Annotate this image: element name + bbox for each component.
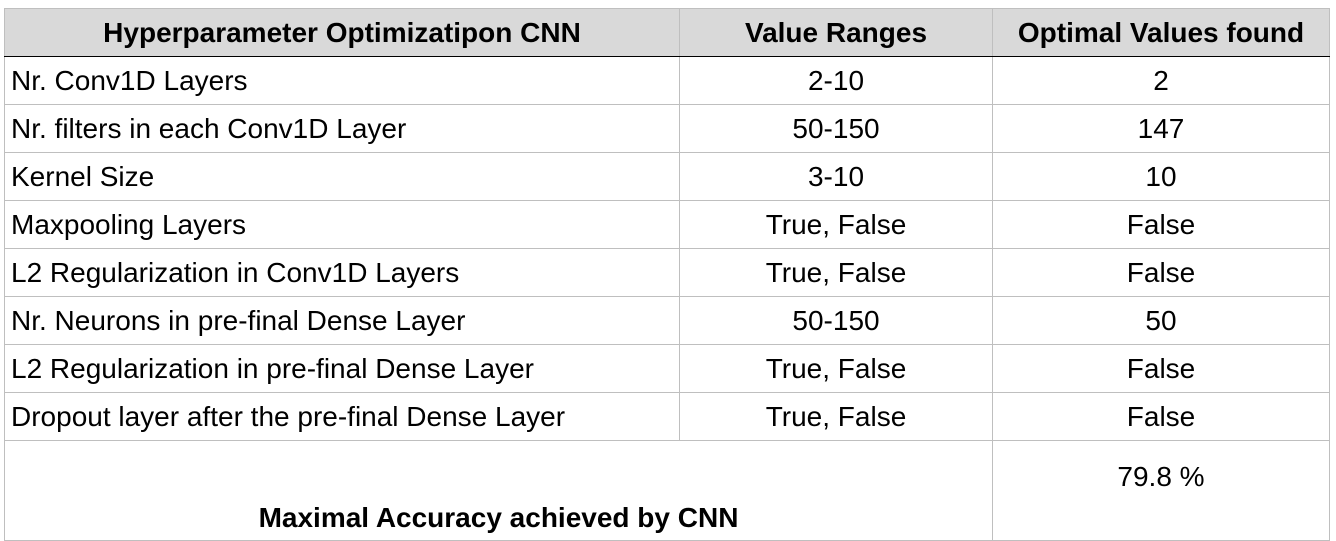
table-row: Maxpooling Layers True, False False: [4, 200, 1330, 249]
max-accuracy-label: Maximal Accuracy achieved by CNN: [4, 440, 993, 541]
param-optimal: False: [992, 392, 1330, 441]
param-name: L2 Regularization in pre-final Dense Lay…: [4, 344, 680, 393]
param-range: True, False: [679, 248, 993, 297]
param-optimal: 2: [992, 56, 1330, 105]
param-optimal: 147: [992, 104, 1330, 153]
param-optimal: 50: [992, 296, 1330, 345]
table-row: Nr. Conv1D Layers 2-10 2: [4, 56, 1330, 105]
param-name: Kernel Size: [4, 152, 680, 201]
param-optimal: False: [992, 248, 1330, 297]
param-name: Nr. filters in each Conv1D Layer: [4, 104, 680, 153]
param-name: Nr. Conv1D Layers: [4, 56, 680, 105]
header-value-ranges: Value Ranges: [679, 8, 993, 57]
table-row: Kernel Size 3-10 10: [4, 152, 1330, 201]
param-name: Dropout layer after the pre-final Dense …: [4, 392, 680, 441]
table-row: Nr. Neurons in pre-final Dense Layer 50-…: [4, 296, 1330, 345]
param-optimal: 10: [992, 152, 1330, 201]
param-range: True, False: [679, 200, 993, 249]
max-accuracy-value: 79.8 %: [992, 440, 1330, 541]
summary-row: Maximal Accuracy achieved by CNN 79.8 %: [4, 440, 1330, 541]
table-row: L2 Regularization in pre-final Dense Lay…: [4, 344, 1330, 393]
hyperparameter-table: Hyperparameter Optimizatipon CNN Value R…: [4, 8, 1330, 541]
header-hyperparameter: Hyperparameter Optimizatipon CNN: [4, 8, 680, 57]
param-name: Nr. Neurons in pre-final Dense Layer: [4, 296, 680, 345]
table-row: Dropout layer after the pre-final Dense …: [4, 392, 1330, 441]
param-range: 2-10: [679, 56, 993, 105]
param-name: Maxpooling Layers: [4, 200, 680, 249]
table-row: L2 Regularization in Conv1D Layers True,…: [4, 248, 1330, 297]
param-range: True, False: [679, 392, 993, 441]
header-row: Hyperparameter Optimizatipon CNN Value R…: [4, 8, 1330, 57]
param-range: True, False: [679, 344, 993, 393]
table-row: Nr. filters in each Conv1D Layer 50-150 …: [4, 104, 1330, 153]
header-optimal-values: Optimal Values found: [992, 8, 1330, 57]
param-range: 3-10: [679, 152, 993, 201]
param-optimal: False: [992, 344, 1330, 393]
param-name: L2 Regularization in Conv1D Layers: [4, 248, 680, 297]
param-range: 50-150: [679, 296, 993, 345]
param-optimal: False: [992, 200, 1330, 249]
param-range: 50-150: [679, 104, 993, 153]
